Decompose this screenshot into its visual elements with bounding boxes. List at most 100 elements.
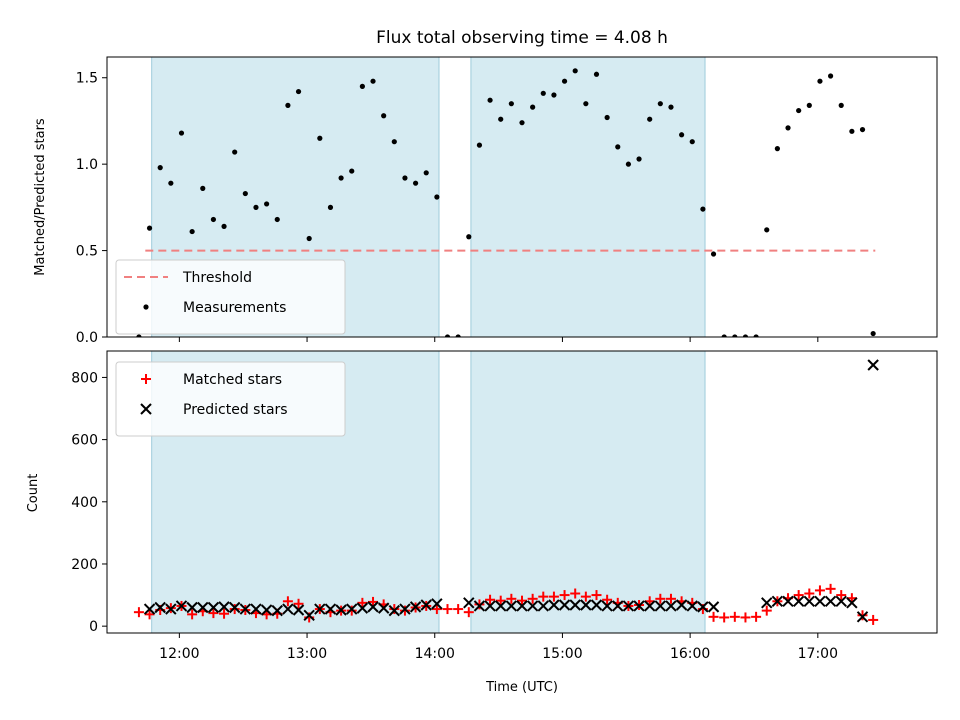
predicted-star-point-b (250, 603, 262, 615)
matched-star-point (187, 609, 198, 620)
measurement-point (636, 156, 642, 162)
matched-star-point (346, 605, 357, 616)
predicted-star-point-b (346, 603, 358, 615)
predicted-star-point-b (399, 603, 411, 615)
predicted-star-point (814, 595, 826, 607)
measurement-point (253, 204, 259, 210)
predicted-star-point (207, 601, 220, 614)
measurement-point (423, 170, 429, 176)
matched-star-point (857, 610, 868, 621)
predicted-star-point-b (388, 604, 401, 617)
predicted-star-point-b (463, 597, 475, 609)
measurement-point (487, 97, 493, 103)
predicted-star-point-b (633, 600, 645, 612)
matched-star-point (719, 612, 730, 623)
measurement-point (444, 334, 451, 337)
predicted-star-point (569, 599, 581, 611)
xtick-label-0: 12:00 (159, 646, 199, 662)
predicted-star-point-b (654, 600, 667, 612)
predicted-star-point-b (697, 601, 709, 613)
predicted-star-point-b (814, 595, 826, 607)
legend-label-measurements: Measurements (183, 300, 286, 316)
matched-star-point (591, 590, 602, 601)
legend-predicted-swatch-b (140, 403, 152, 415)
chart-title: Flux total observing time = 4.08 h (376, 28, 668, 48)
predicted-star-point (399, 603, 411, 615)
predicted-star-point (186, 601, 198, 614)
measurement-point (221, 223, 227, 229)
bottom-ytick-label-2: 400 (71, 495, 98, 511)
top-ytick-label-2: 1.0 (76, 157, 98, 173)
measurement-point (700, 206, 706, 212)
top-shaded-interval-1 (470, 56, 706, 338)
bottom-ytick-label-4: 800 (71, 370, 98, 386)
predicted-star-point (218, 601, 230, 613)
predicted-star-point (856, 611, 869, 623)
predicted-star-point (420, 599, 432, 611)
measurement-point (189, 228, 195, 235)
measurement-point (306, 235, 312, 242)
matched-star-point (495, 595, 506, 606)
predicted-star-point (260, 604, 273, 616)
predicted-star-point (548, 599, 560, 611)
matched-star-point (527, 593, 538, 604)
predicted-star-point-b (792, 595, 805, 607)
xtick-label-5: 17:00 (798, 646, 838, 662)
predicted-star-point (771, 595, 784, 607)
measurement-point (710, 251, 717, 257)
predicted-star-point (526, 600, 539, 612)
predicted-star-point-b (335, 604, 347, 616)
predicted-star-point (271, 604, 283, 617)
matched-star-point (229, 604, 240, 615)
predicted-star-point (761, 597, 773, 609)
top-plot-area (136, 68, 876, 337)
predicted-star-point-b (484, 600, 496, 612)
predicted-star-point (463, 597, 475, 609)
measurement-point (264, 201, 270, 207)
predicted-star-point-b (431, 598, 443, 610)
predicted-star-point-b (356, 602, 369, 614)
predicted-star-point-b (377, 602, 390, 614)
top-ytick-label-3: 1.5 (76, 71, 98, 87)
predicted-star-point-b (558, 599, 571, 611)
bottom-axes-frame (106, 350, 938, 634)
predicted-star-point (516, 600, 528, 612)
matched-star-point (463, 607, 474, 618)
predicted-star-point (824, 595, 837, 607)
predicted-star-point (303, 609, 315, 621)
top-legend-box (115, 259, 346, 335)
bottom-panel: 0 200 400 600 800 12:00 13:00 14:00 15:00 16:00 17… (71, 350, 938, 662)
matched-star-point (559, 590, 570, 601)
predicted-star-point-b (803, 595, 816, 607)
predicted-star-point (612, 600, 624, 612)
predicted-star-point-b (239, 603, 252, 615)
predicted-star-point-b (175, 600, 188, 612)
matched-star-point (208, 608, 219, 619)
matched-star-point (538, 591, 549, 602)
top-ytick-label-0: 0.0 (76, 330, 98, 346)
predicted-star-point-b (665, 600, 677, 612)
predicted-star-point-b (495, 600, 507, 612)
legend-label-matched-stars: Matched stars (183, 372, 282, 388)
bottom-shaded-interval-1 (470, 350, 706, 634)
predicted-star-point (622, 600, 635, 612)
measurement-point (774, 146, 780, 152)
top-axes-frame (106, 56, 938, 338)
matched-star-point (219, 608, 230, 619)
predicted-star-point (558, 599, 571, 611)
measurement-point (796, 107, 802, 114)
matched-star-point (357, 597, 368, 608)
predicted-star-point (228, 601, 241, 614)
matched-star-point (868, 614, 879, 625)
measurement-point (657, 101, 663, 107)
predicted-star-point (792, 595, 805, 607)
top-legend: Threshold Measurements (115, 259, 346, 335)
predicted-star-point-b (207, 601, 220, 614)
predicted-star-point (537, 600, 549, 612)
measurement-point (434, 194, 440, 200)
measurement-point (572, 68, 578, 74)
predicted-star-point (377, 602, 390, 614)
top-ylabel: Matched/Predicted stars (33, 118, 48, 276)
measurement-point (625, 161, 632, 167)
matched-star-point (793, 590, 804, 601)
